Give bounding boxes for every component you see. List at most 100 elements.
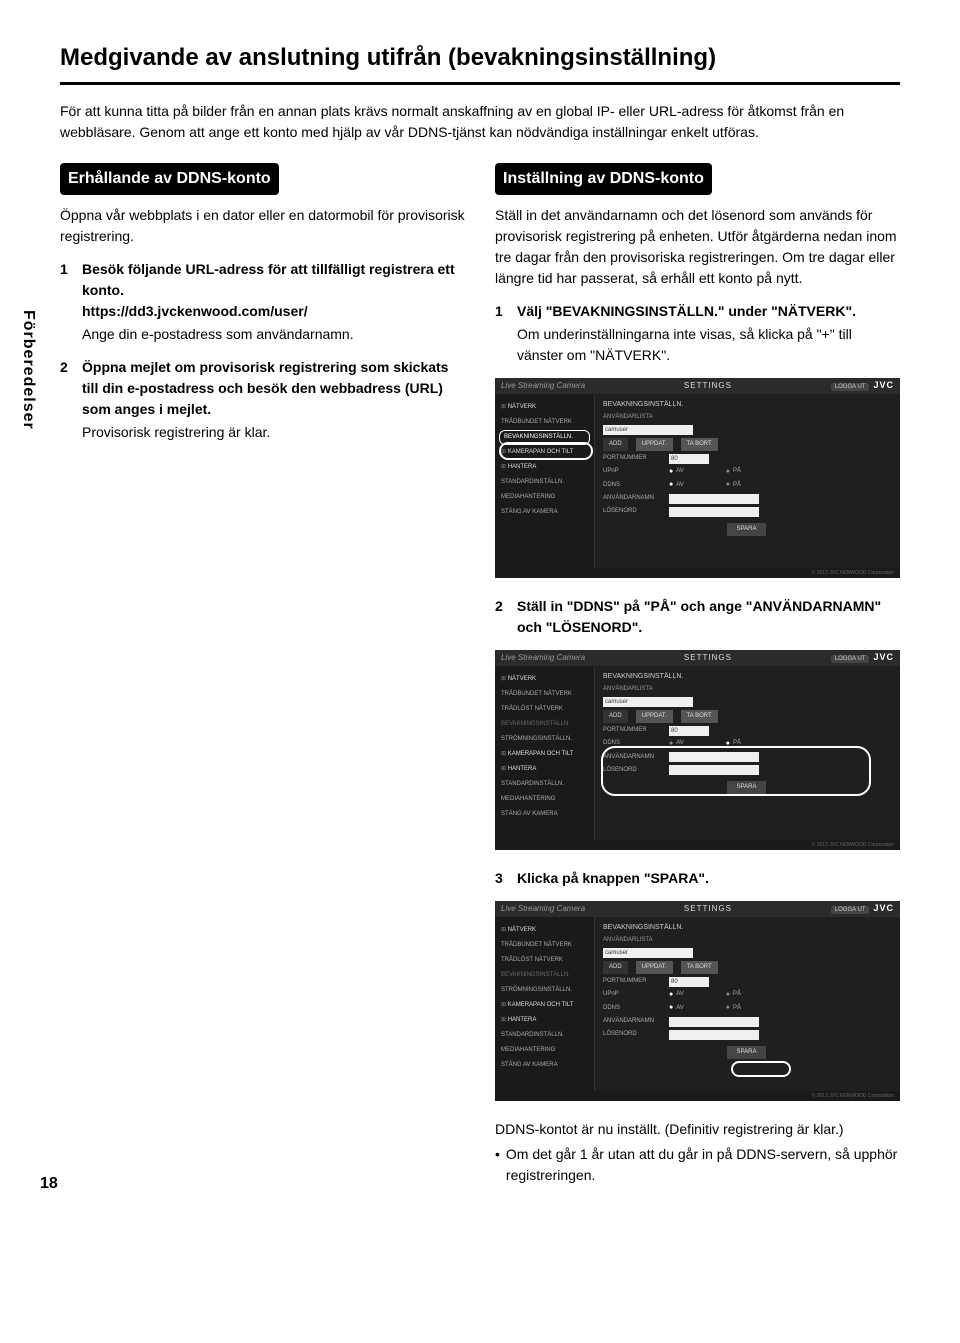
ss-ddns-av[interactable]: AV xyxy=(669,480,684,491)
ss-losen-input[interactable] xyxy=(669,507,759,517)
ss-losen-label: LÖSENORD xyxy=(603,1030,663,1039)
ss-upnp-pa[interactable]: PÅ xyxy=(726,467,741,478)
ss-losen-input[interactable] xyxy=(669,765,759,775)
left-column: Erhållande av DDNS-konto Öppna vår webbp… xyxy=(60,163,465,1186)
ss-ddns-pa[interactable]: PÅ xyxy=(726,480,741,491)
ss-port-label: PORTNUMMER xyxy=(603,726,663,735)
ss-settings: SETTINGS xyxy=(684,652,732,664)
step-number: 1 xyxy=(495,301,509,366)
ss-port-input[interactable]: 80 xyxy=(669,977,709,987)
ss-side-tradbundet[interactable]: TRÅDBUNDET NÄTVERK xyxy=(499,938,590,953)
ss-upnp-pa[interactable]: PÅ xyxy=(726,990,741,1001)
ss-add-btn[interactable]: ADD xyxy=(603,710,628,723)
ss-side-strom[interactable]: STRÖMNINGSINSTÄLLN. xyxy=(499,983,590,998)
ss-ddns-pa[interactable]: PÅ xyxy=(726,1003,741,1014)
ss-side-tradlost[interactable]: TRÅDLÖST NÄTVERK xyxy=(499,702,590,717)
ss-side-standard[interactable]: STANDARDINSTÄLLN. xyxy=(499,777,590,792)
ss-side-kamerapan[interactable]: KAMERAPAN OCH TILT xyxy=(499,747,590,762)
ss-logout[interactable]: LOGGA UT xyxy=(831,906,870,914)
ss-brand: JVC xyxy=(873,652,894,662)
ss-side-standard[interactable]: STANDARDINSTÄLLN. xyxy=(499,1028,590,1043)
ss-settings: SETTINGS xyxy=(684,903,732,915)
ss-update-btn[interactable]: UPPDAT. xyxy=(636,710,673,723)
ss-footer: © 2012 JVC KENWOOD Corporation xyxy=(812,842,894,850)
ss-side-natverk[interactable]: NÄTVERK xyxy=(499,400,590,415)
ss-losen-input[interactable] xyxy=(669,1030,759,1040)
ss-side-media[interactable]: MEDIAHANTERING xyxy=(499,792,590,807)
left-step-1: 1 Besök följande URL-adress för att till… xyxy=(60,259,465,345)
step-number: 2 xyxy=(60,357,74,443)
ss-app-title: Live Streaming Camera xyxy=(501,380,585,392)
step-number: 1 xyxy=(60,259,74,345)
ss-side-hantera[interactable]: HANTERA xyxy=(499,762,590,777)
ss-ddns-label: DDNS xyxy=(603,1004,663,1013)
step1-tail: Ange din e-postadress som användarnamn. xyxy=(82,324,465,345)
ss-save-btn[interactable]: SPARA xyxy=(727,1046,767,1059)
left-heading: Erhållande av DDNS-konto xyxy=(60,163,279,195)
ss-side-strom[interactable]: STRÖMNINGSINSTÄLLN. xyxy=(499,732,590,747)
ss-anv-input[interactable] xyxy=(669,1017,759,1027)
ss-port-label: PORTNUMMER xyxy=(603,977,663,986)
ss-side-tradlost[interactable]: TRÅDLÖST NÄTVERK xyxy=(499,953,590,968)
ss-user-input[interactable]: camuser xyxy=(603,948,693,958)
ss-anv-input[interactable] xyxy=(669,494,759,504)
ss-add-btn[interactable]: ADD xyxy=(603,961,628,974)
ss-user-input[interactable]: camuser xyxy=(603,697,693,707)
ss-ddns-av[interactable]: AV xyxy=(669,1003,684,1014)
step2-bold: Öppna mejlet om provisorisk registrering… xyxy=(82,357,465,420)
ss-anv-label: ANVÄNDARNAMN xyxy=(603,1017,663,1026)
ss-side-media[interactable]: MEDIAHANTERING xyxy=(499,490,590,505)
ss-delete-btn[interactable]: TA BORT xyxy=(681,961,718,974)
ss-logout[interactable]: LOGGA UT xyxy=(831,383,870,391)
ss-delete-btn[interactable]: TA BORT xyxy=(681,710,718,723)
ss-side-bevak[interactable]: BEVAKNINGSINSTÄLLN. xyxy=(499,430,590,445)
ss-side-kamerapan[interactable]: KAMERAPAN OCH TILT xyxy=(499,998,590,1013)
ss-side-media[interactable]: MEDIAHANTERING xyxy=(499,1043,590,1058)
ss-main-heading: BEVAKNINGSINSTÄLLN. xyxy=(603,923,892,934)
r-step1-bold: Välj "BEVAKNINGSINSTÄLLN." under "NÄTVER… xyxy=(517,301,900,322)
page-number: 18 xyxy=(40,1172,58,1196)
ss-ddns-pa[interactable]: PÅ xyxy=(726,739,741,750)
ss-upnp-av[interactable]: AV xyxy=(669,467,684,478)
page-title: Medgivande av anslutning utifrån (bevakn… xyxy=(60,40,900,76)
ss-side-hantera[interactable]: HANTERA xyxy=(499,1013,590,1028)
ss-add-btn[interactable]: ADD xyxy=(603,438,628,451)
ss-update-btn[interactable]: UPPDAT. xyxy=(636,438,673,451)
ss-ddns-label: DDNS xyxy=(603,739,663,748)
footnote-2: Om det går 1 år utan att du går in på DD… xyxy=(506,1144,900,1186)
ss-save-btn[interactable]: SPARA xyxy=(727,781,767,794)
ss-sidebar: NÄTVERK TRÅDBUNDET NÄTVERK BEVAKNINGSINS… xyxy=(495,394,595,568)
ss-side-natverk[interactable]: NÄTVERK xyxy=(499,672,590,687)
right-column: Inställning av DDNS-konto Ställ in det a… xyxy=(495,163,900,1186)
ss-upnp-label: UPnP xyxy=(603,990,663,999)
ss-port-input[interactable]: 80 xyxy=(669,454,709,464)
ss-logout[interactable]: LOGGA UT xyxy=(831,655,870,663)
ss-ddns-av[interactable]: AV xyxy=(669,739,684,750)
ss-side-stang[interactable]: STÄNG AV KAMERA xyxy=(499,807,590,822)
ss-delete-btn[interactable]: TA BORT xyxy=(681,438,718,451)
ss-side-standard[interactable]: STANDARDINSTÄLLN. xyxy=(499,475,590,490)
ss-side-tradbundet[interactable]: TRÅDBUNDET NÄTVERK xyxy=(499,687,590,702)
ss-side-stang[interactable]: STÄNG AV KAMERA xyxy=(499,505,590,520)
intro-text: För att kunna titta på bilder från en an… xyxy=(60,101,900,143)
footnote-bullet: Om det går 1 år utan att du går in på DD… xyxy=(495,1144,900,1186)
ss-anv-input[interactable] xyxy=(669,752,759,762)
left-para: Öppna vår webbplats i en dator eller en … xyxy=(60,205,465,247)
ss-side-kamerapan[interactable]: KAMERAPAN OCH TILT xyxy=(499,445,590,460)
ss-save-btn[interactable]: SPARA xyxy=(727,523,767,536)
ss-upnp-av[interactable]: AV xyxy=(669,990,684,1001)
ss-side-bevak[interactable]: BEVAKNINGSINSTÄLLN. xyxy=(499,968,590,983)
ss-side-natverk[interactable]: NÄTVERK xyxy=(499,923,590,938)
ss-side-stang[interactable]: STÄNG AV KAMERA xyxy=(499,1058,590,1073)
ss-side-bevak[interactable]: BEVAKNINGSINSTÄLLN. xyxy=(499,717,590,732)
right-step-2: 2 Ställ in "DDNS" på "PÅ" och ange "ANVÄ… xyxy=(495,596,900,638)
ss-update-btn[interactable]: UPPDAT. xyxy=(636,961,673,974)
ss-losen-label: LÖSENORD xyxy=(603,766,663,775)
ss-side-tradbundet[interactable]: TRÅDBUNDET NÄTVERK xyxy=(499,415,590,430)
ss-port-input[interactable]: 80 xyxy=(669,726,709,736)
ss-user-input[interactable]: camuser xyxy=(603,425,693,435)
ss-anvlista: ANVÄNDARLISTA xyxy=(603,413,892,422)
ss-side-hantera[interactable]: HANTERA xyxy=(499,460,590,475)
step-number: 2 xyxy=(495,596,509,638)
right-heading: Inställning av DDNS-konto xyxy=(495,163,712,195)
